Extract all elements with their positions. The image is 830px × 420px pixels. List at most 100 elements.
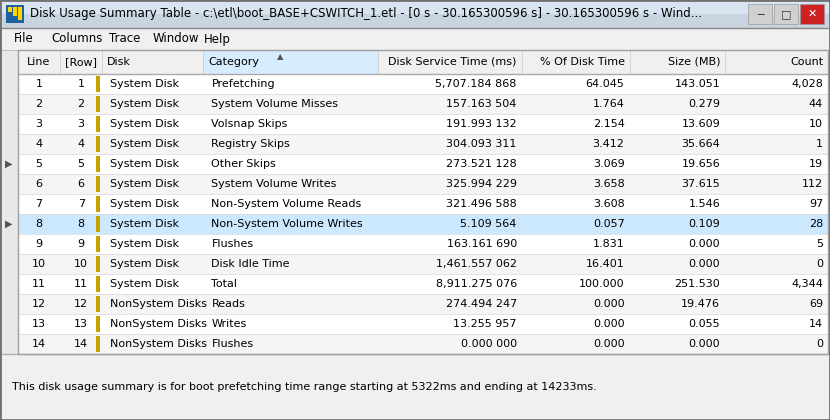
Bar — [522, 50, 629, 74]
Bar — [18, 50, 60, 74]
Text: System Disk: System Disk — [110, 139, 179, 149]
Text: System Disk: System Disk — [110, 259, 179, 269]
Bar — [774, 4, 798, 24]
Bar — [96, 316, 100, 332]
Bar — [96, 96, 100, 112]
Text: 10: 10 — [32, 259, 46, 269]
Bar — [18, 154, 828, 174]
Text: Line: Line — [27, 57, 51, 67]
Bar — [0, 0, 830, 14]
Text: System Disk: System Disk — [110, 179, 179, 189]
Bar — [18, 174, 828, 194]
Text: 14: 14 — [32, 339, 46, 349]
Bar — [96, 176, 100, 192]
Text: Disk: Disk — [107, 57, 131, 67]
Text: Other Skips: Other Skips — [212, 159, 276, 169]
Text: 7: 7 — [78, 199, 85, 209]
Bar — [725, 50, 828, 74]
Bar — [18, 274, 828, 294]
Text: 13: 13 — [32, 319, 46, 329]
Text: Reads: Reads — [212, 299, 246, 309]
Text: 0.279: 0.279 — [688, 99, 720, 109]
Text: 6: 6 — [78, 179, 85, 189]
Text: 274.494 247: 274.494 247 — [446, 299, 517, 309]
Bar — [18, 194, 828, 214]
Text: 13: 13 — [74, 319, 88, 329]
Text: Columns: Columns — [51, 32, 103, 45]
Text: 14: 14 — [74, 339, 88, 349]
Text: Trace: Trace — [109, 32, 140, 45]
Bar — [60, 50, 102, 74]
Text: 0: 0 — [816, 339, 823, 349]
Text: Prefetching: Prefetching — [212, 79, 275, 89]
Bar — [96, 276, 100, 292]
Bar — [629, 50, 725, 74]
Text: 3: 3 — [78, 119, 85, 129]
Text: 112: 112 — [802, 179, 823, 189]
Text: 19.656: 19.656 — [681, 159, 720, 169]
Text: 5: 5 — [36, 159, 42, 169]
Bar — [96, 156, 100, 172]
Text: 19.476: 19.476 — [681, 299, 720, 309]
Text: Non-System Volume Reads: Non-System Volume Reads — [212, 199, 362, 209]
Bar — [18, 50, 828, 74]
Text: This disk usage summary is for boot prefetching time range starting at 5322ms an: This disk usage summary is for boot pref… — [12, 382, 597, 392]
Text: 0.057: 0.057 — [593, 219, 624, 229]
Text: 163.161 690: 163.161 690 — [447, 239, 517, 249]
Text: 19: 19 — [809, 159, 823, 169]
Text: [Row]: [Row] — [66, 57, 97, 67]
Text: 10: 10 — [74, 259, 88, 269]
Text: System Disk: System Disk — [110, 199, 179, 209]
Bar — [18, 294, 828, 314]
Bar — [96, 136, 100, 152]
Bar — [96, 116, 100, 132]
Text: NonSystem Disks: NonSystem Disks — [110, 319, 208, 329]
Text: 0.000: 0.000 — [593, 319, 624, 329]
Text: 143.051: 143.051 — [675, 79, 720, 89]
Text: 1: 1 — [36, 79, 42, 89]
Bar — [96, 76, 100, 92]
Text: File: File — [14, 32, 34, 45]
Bar — [18, 50, 828, 354]
Text: 2: 2 — [78, 99, 85, 109]
Text: 37.615: 37.615 — [681, 179, 720, 189]
Text: Disk Idle Time: Disk Idle Time — [212, 259, 290, 269]
Text: 97: 97 — [808, 199, 823, 209]
Text: ▶: ▶ — [5, 219, 12, 229]
Bar — [18, 114, 828, 134]
Text: Writes: Writes — [212, 319, 247, 329]
Text: 4,028: 4,028 — [791, 79, 823, 89]
Text: System Disk: System Disk — [110, 279, 179, 289]
Text: 11: 11 — [32, 279, 46, 289]
Text: 3: 3 — [36, 119, 42, 129]
Bar — [18, 254, 828, 274]
Text: Flushes: Flushes — [212, 239, 254, 249]
Bar — [8, 7, 12, 12]
Text: ✕: ✕ — [808, 9, 817, 19]
Bar — [18, 334, 828, 354]
Text: 4: 4 — [78, 139, 85, 149]
Text: Flushes: Flushes — [212, 339, 254, 349]
Bar — [0, 28, 830, 50]
Text: 304.093 311: 304.093 311 — [447, 139, 517, 149]
Text: 0.055: 0.055 — [689, 319, 720, 329]
Bar — [0, 354, 830, 420]
Text: 8: 8 — [78, 219, 85, 229]
Text: 0: 0 — [816, 259, 823, 269]
Text: 14: 14 — [809, 319, 823, 329]
Text: Registry Skips: Registry Skips — [212, 139, 290, 149]
Text: 9: 9 — [78, 239, 85, 249]
Bar — [96, 196, 100, 212]
Text: 5: 5 — [816, 239, 823, 249]
Bar — [18, 214, 828, 234]
Text: ─: ─ — [757, 9, 764, 19]
Bar — [6, 5, 24, 23]
Text: 100.000: 100.000 — [579, 279, 624, 289]
Text: 10: 10 — [809, 119, 823, 129]
Text: 3.658: 3.658 — [593, 179, 624, 189]
Text: 6: 6 — [36, 179, 42, 189]
Bar — [102, 50, 203, 74]
Text: 4: 4 — [36, 139, 42, 149]
Text: 12: 12 — [32, 299, 46, 309]
Text: 191.993 132: 191.993 132 — [447, 119, 517, 129]
